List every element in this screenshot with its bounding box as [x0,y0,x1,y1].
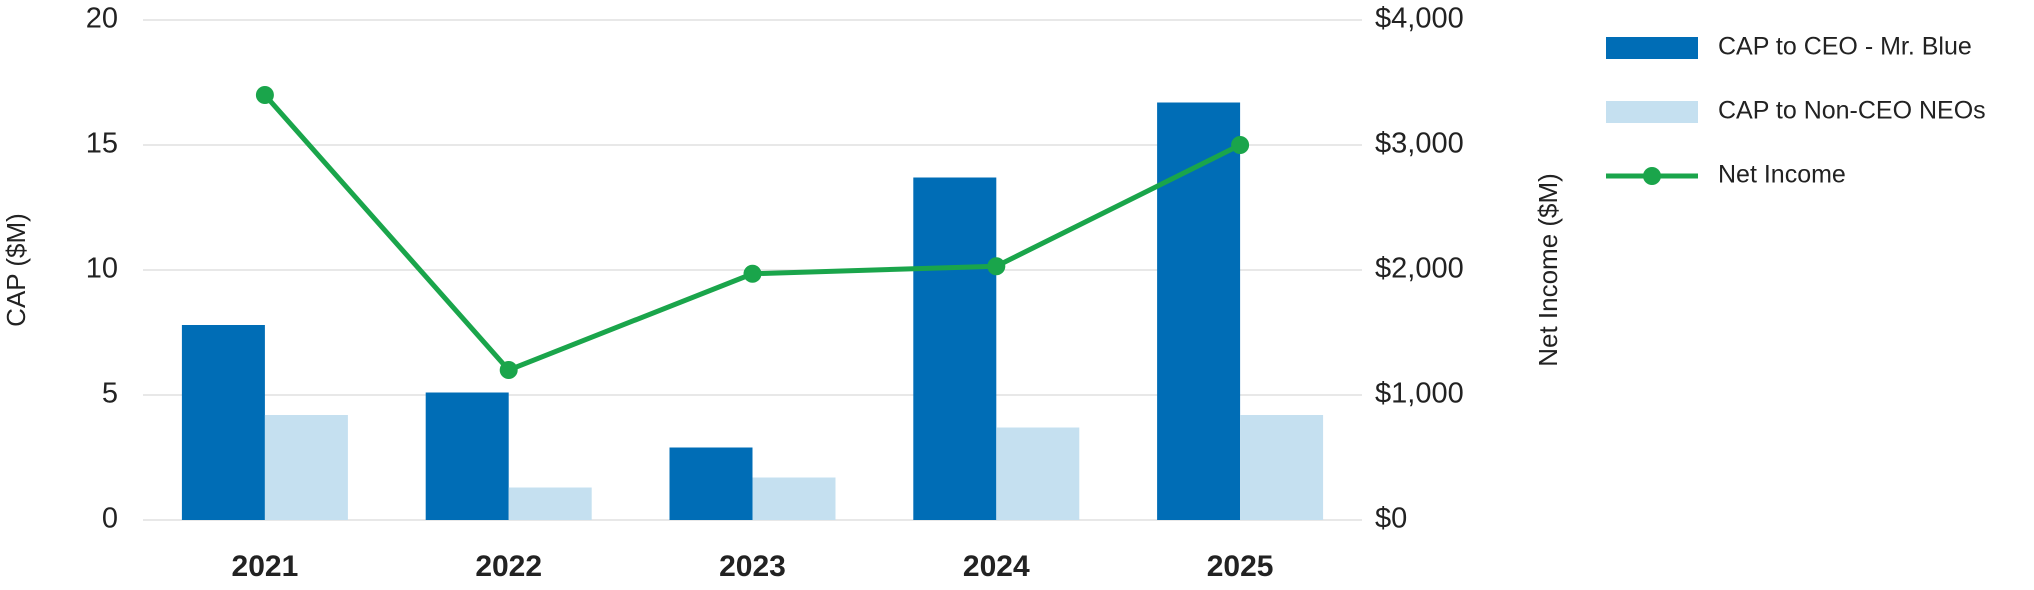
y2-tick-label: $1,000 [1375,378,1464,410]
bar [752,477,836,520]
line-marker [1231,136,1250,154]
line-marker [255,86,274,104]
y2-tick-label: $2,000 [1375,253,1464,285]
y2-axis-title: Net Income ($M) [1533,173,1563,367]
bar [669,447,753,520]
bar [425,392,509,520]
y-tick-label: 0 [102,503,118,535]
y-tick-label: 15 [86,128,118,160]
bar [508,487,592,520]
legend-label: CAP to Non-CEO NEOs [1718,97,1986,125]
y2-tick-label: $4,000 [1375,3,1464,35]
legend-swatch [1643,167,1661,185]
line-marker [499,361,518,379]
bar [1157,102,1241,520]
x-tick-label: 2021 [232,550,299,583]
x-tick-label: 2025 [1207,550,1274,583]
line [263,93,1242,373]
y2-tick-label: $3,000 [1375,128,1464,160]
line-marker [743,264,762,283]
line-marker [987,257,1006,276]
legend-label: Net Income [1718,161,1846,189]
y-axis-title: CAP ($M) [1,213,31,327]
x-tick-label: 2022 [475,550,542,583]
legend-swatch [1606,37,1698,59]
y2-tick-label: $0 [1375,503,1407,535]
bar [1240,415,1324,520]
x-tick-label: 2024 [963,550,1030,583]
y-tick-label: 20 [86,3,118,35]
y-tick-label: 5 [102,378,118,410]
bar [264,415,348,520]
bar [181,325,265,520]
x-tick-label: 2023 [719,550,786,583]
legend-label: CAP to CEO - Mr. Blue [1718,33,1972,61]
bar [913,177,997,520]
bar [996,427,1080,520]
y-tick-label: 10 [86,253,118,285]
legend-swatch [1606,101,1698,123]
